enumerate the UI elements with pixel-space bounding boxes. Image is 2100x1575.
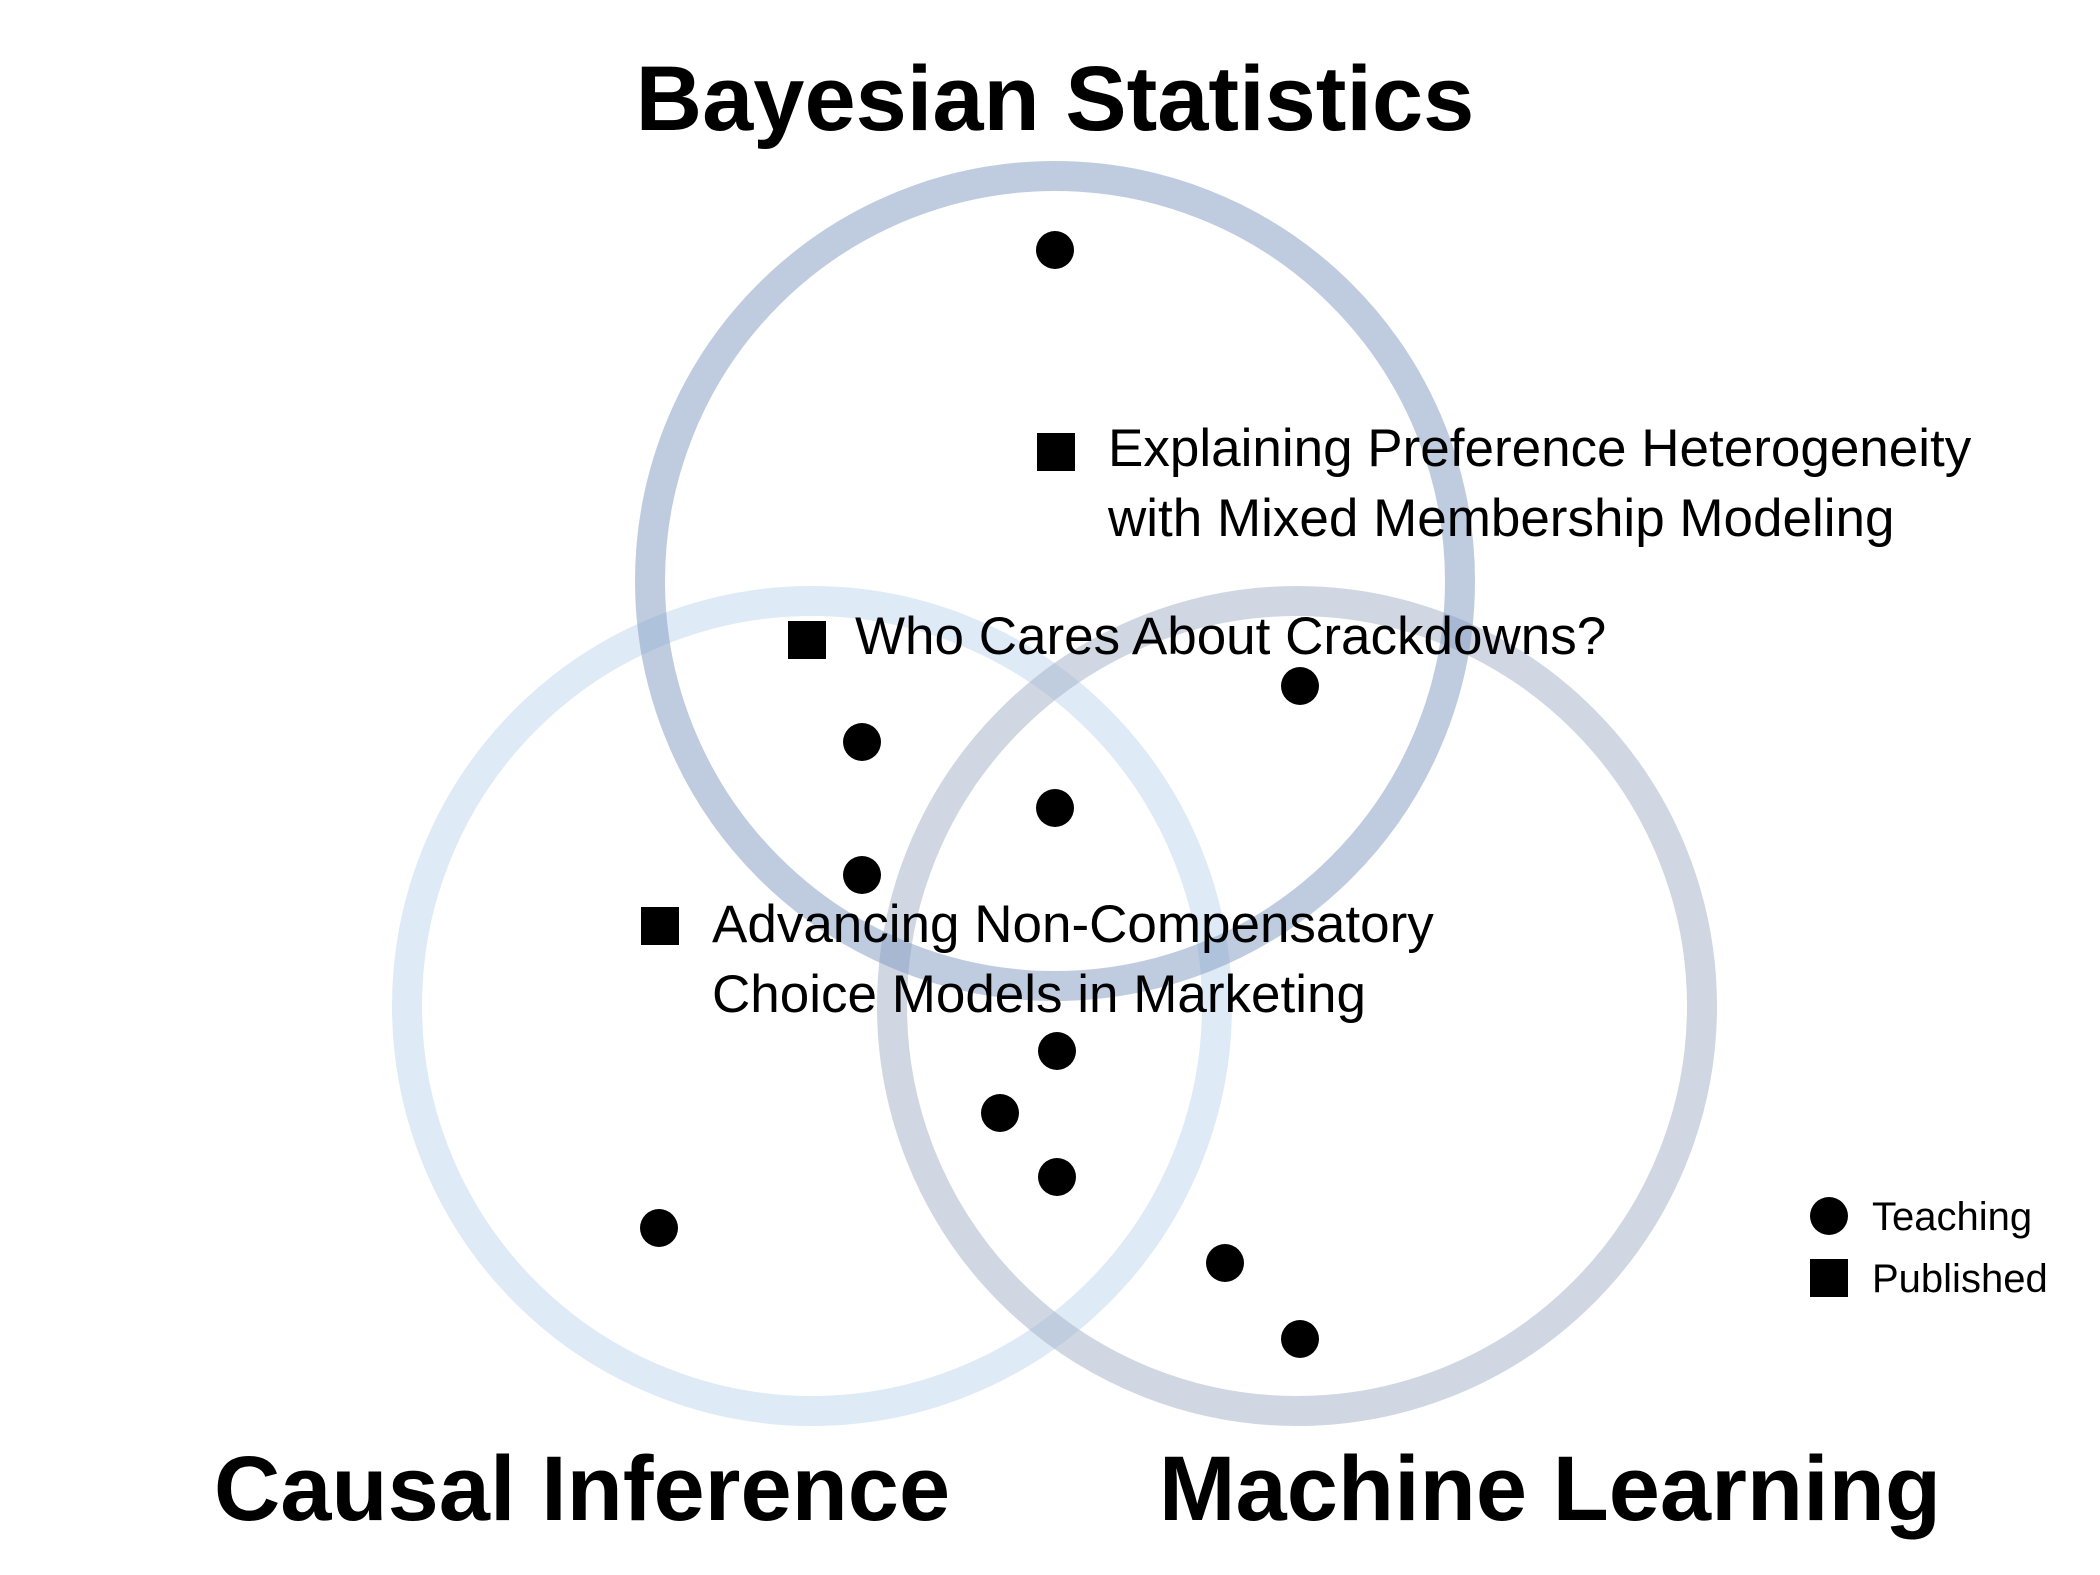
bayesian-statistics-circle: [635, 161, 1475, 1001]
publication-label-line: Choice Models in Marketing: [712, 965, 1366, 1024]
causal-inference-circle: [392, 586, 1232, 1426]
causal-inference-title: Causal Inference: [214, 1438, 950, 1540]
legend-published-square: [1810, 1259, 1848, 1297]
machine-learning-circle: [877, 586, 1717, 1426]
legend-teaching-dot: [1810, 1197, 1848, 1235]
teaching-dot: [1038, 1032, 1076, 1070]
legend-published-label: Published: [1872, 1257, 2048, 1301]
teaching-dot: [1281, 1320, 1319, 1358]
publication-label-line: Who Cares About Crackdowns?: [855, 607, 1606, 666]
teaching-dot: [1036, 789, 1074, 827]
teaching-dot: [1281, 667, 1319, 705]
bayesian-statistics-title: Bayesian Statistics: [636, 48, 1475, 150]
publication-label-crackdowns: Who Cares About Crackdowns?: [855, 607, 1606, 666]
published-square: [1037, 433, 1075, 471]
publication-label-line: Explaining Preference Heterogeneity: [1108, 419, 1972, 478]
legend-teaching-label: Teaching: [1872, 1195, 2032, 1239]
published-square: [641, 907, 679, 945]
publication-label-line: Advancing Non-Compensatory: [712, 895, 1434, 954]
teaching-dot: [1206, 1244, 1244, 1282]
teaching-dot: [1038, 1158, 1076, 1196]
legend: Teaching Published: [1810, 1195, 2048, 1301]
teaching-dot: [843, 723, 881, 761]
publication-label-preference: Explaining Preference Heterogeneity with…: [1107, 419, 1986, 548]
publication-label-noncompensatory: Advancing Non-Compensatory Choice Models…: [712, 895, 1449, 1024]
teaching-dot: [843, 856, 881, 894]
machine-learning-title: Machine Learning: [1159, 1438, 1941, 1540]
publication-label-line: with Mixed Membership Modeling: [1107, 489, 1895, 548]
teaching-dot: [981, 1094, 1019, 1132]
teaching-dot: [1036, 231, 1074, 269]
published-square: [788, 621, 826, 659]
teaching-dot: [640, 1209, 678, 1247]
